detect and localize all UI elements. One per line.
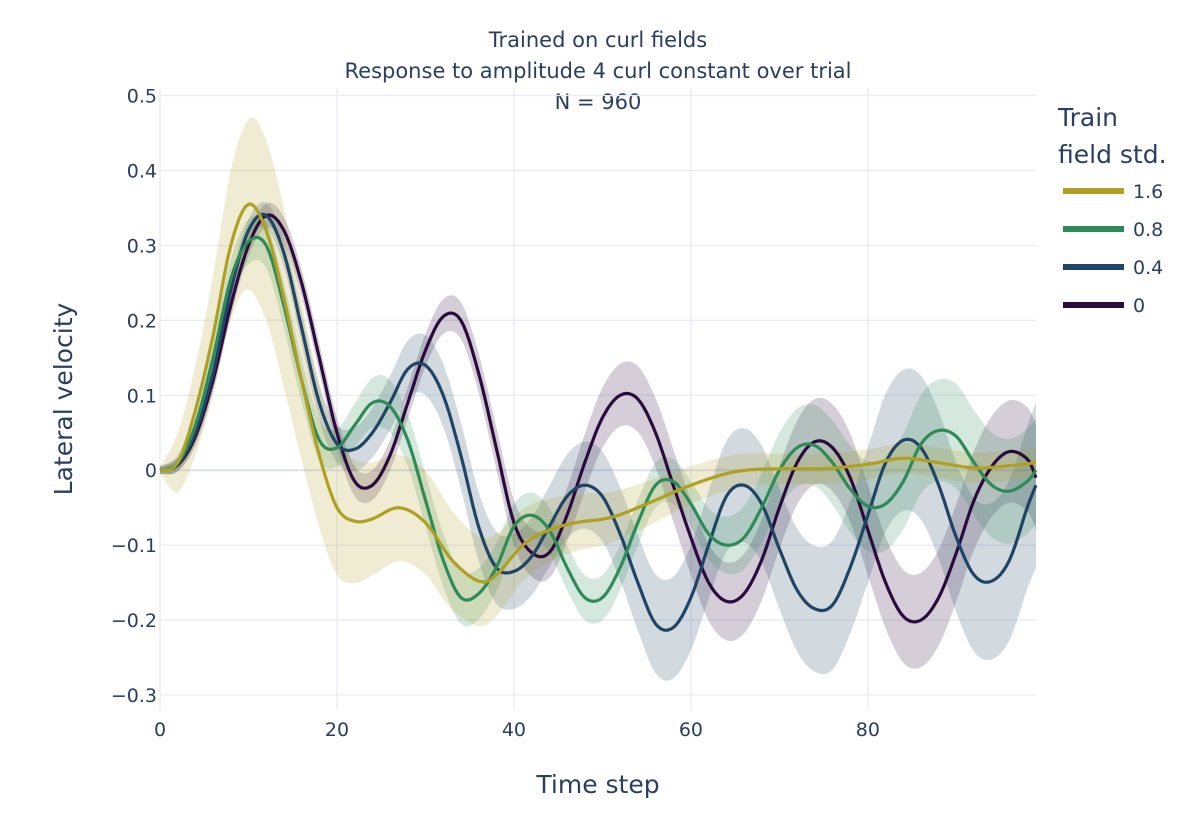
y-tick-label: 0.2 (127, 310, 157, 332)
confidence-bands (160, 117, 1036, 681)
band-series-0 (160, 202, 1036, 669)
chart-title-line-2: Response to amplitude 4 curl constant ov… (345, 59, 852, 83)
y-tick-label: 0.4 (127, 160, 157, 182)
x-tick-label: 0 (154, 719, 166, 741)
line-series-0 (159, 213, 1038, 624)
y-tick-label: 0 (145, 460, 157, 482)
grid-lines (159, 88, 1036, 710)
legend-label-0.4: 0.4 (1133, 257, 1163, 279)
legend-label-0.8: 0.8 (1133, 219, 1163, 241)
band-series-1.6 (160, 117, 1036, 627)
band-series-0.4 (160, 201, 1036, 681)
chart-title-line-3: N = 960 (555, 90, 642, 114)
y-tick-label: −0.2 (111, 610, 157, 632)
y-tick-label: −0.3 (111, 685, 157, 707)
legend: Train field std. 1.6 0.8 0.4 0 (1057, 103, 1167, 317)
y-tick-label: 0.3 (127, 235, 157, 257)
legend-title-line-2: field std. (1058, 140, 1167, 169)
x-tick-label: 60 (679, 719, 703, 741)
x-tick-label: 80 (856, 719, 880, 741)
y-tick-label: 0.5 (127, 85, 157, 107)
line-series-1.6 (159, 202, 1037, 584)
legend-label-1.6: 1.6 (1133, 181, 1163, 203)
y-tick-label: 0.1 (127, 385, 157, 407)
x-axis-ticks: 0 20 40 60 80 (154, 719, 880, 741)
y-tick-label: −0.1 (111, 535, 157, 557)
line-series-0.4 (159, 212, 1038, 632)
legend-label-0: 0 (1133, 295, 1145, 317)
series-lines (159, 202, 1038, 632)
y-axis-title: Lateral velocity (49, 302, 78, 495)
chart-title: Trained on curl fields Response to amplit… (345, 28, 852, 114)
chart-title-line-1: Trained on curl fields (488, 28, 707, 52)
band-series-0.8 (160, 214, 1036, 627)
x-tick-label: 20 (325, 719, 349, 741)
x-axis-title: Time step (535, 770, 659, 799)
y-axis-ticks: 0.5 0.4 0.3 0.2 0.1 0 −0.1 −0.2 −0.3 (111, 85, 157, 707)
legend-title-line-1: Train (1057, 103, 1118, 132)
x-tick-label: 40 (502, 719, 526, 741)
